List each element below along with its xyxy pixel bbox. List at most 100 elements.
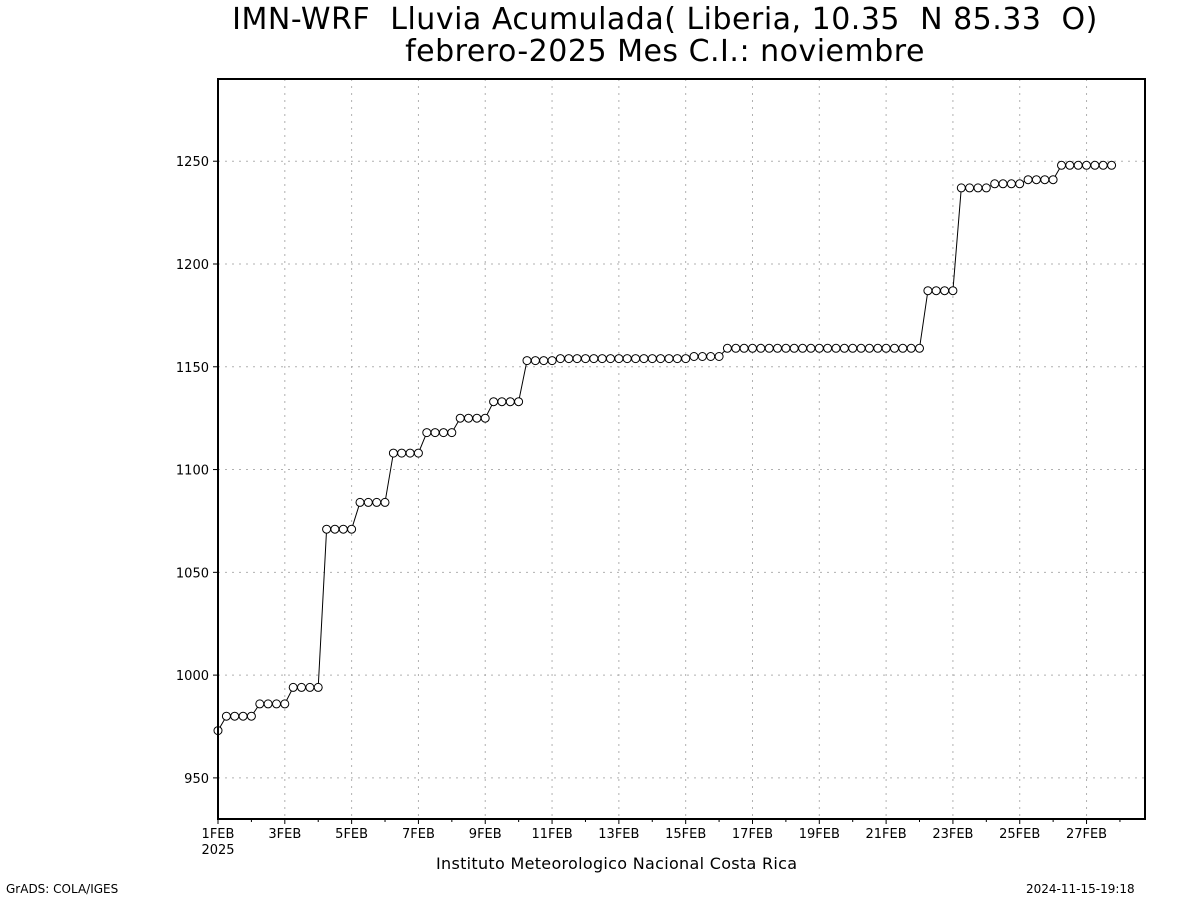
- chart-subtitle: febrero-2025 Mes C.I.: noviembre: [405, 34, 925, 69]
- data-point: [405, 448, 415, 458]
- timestamp-label: 2024-11-15-19:18: [1026, 882, 1135, 896]
- data-point: [363, 497, 373, 507]
- data-point: [831, 343, 841, 353]
- data-point: [873, 343, 883, 353]
- data-point: [322, 524, 332, 534]
- data-point: [672, 354, 682, 364]
- data-point: [1065, 160, 1075, 170]
- data-point: [806, 343, 816, 353]
- data-point: [898, 343, 908, 353]
- data-point: [1048, 175, 1058, 185]
- data-point: [297, 682, 306, 692]
- y-tick-label: 1150: [176, 361, 209, 376]
- data-point: [380, 497, 390, 507]
- data-point: [689, 352, 699, 361]
- data-point: [455, 413, 465, 423]
- data-point: [1098, 160, 1108, 170]
- y-tick-label: 1050: [176, 566, 209, 581]
- data-point: [238, 711, 248, 721]
- data-point: [255, 699, 265, 709]
- data-point: [539, 356, 549, 366]
- data-point: [1040, 175, 1050, 185]
- data-point: [472, 413, 482, 423]
- y-tick-label: 1200: [176, 258, 209, 273]
- data-point: [597, 354, 607, 364]
- data-point: [522, 356, 532, 366]
- x-tick-label: 7FEB: [402, 827, 435, 842]
- data-point: [530, 356, 540, 366]
- data-point: [589, 354, 599, 364]
- data-point: [864, 343, 874, 353]
- y-tick-label: 950: [184, 772, 209, 787]
- data-point: [246, 711, 256, 721]
- data-point: [330, 524, 340, 534]
- data-point: [823, 343, 833, 353]
- data-point: [848, 343, 858, 353]
- data-point: [480, 413, 490, 423]
- x-tick-label: 1FEB: [202, 827, 235, 842]
- data-point: [1073, 160, 1083, 170]
- data-point: [581, 354, 590, 364]
- data-point: [647, 354, 657, 364]
- data-point: [731, 343, 741, 353]
- data-point: [739, 343, 749, 353]
- data-point: [305, 682, 315, 692]
- data-point: [856, 343, 866, 353]
- data-point: [923, 286, 933, 296]
- data-point: [388, 448, 398, 458]
- data-point: [313, 682, 323, 692]
- data-point: [656, 354, 666, 364]
- data-point: [1023, 175, 1033, 185]
- data-point: [814, 343, 824, 353]
- data-point: [756, 343, 766, 353]
- data-point: [940, 286, 950, 296]
- data-point: [288, 682, 298, 692]
- y-tick-label: 1000: [176, 669, 209, 684]
- data-point: [697, 352, 707, 361]
- data-point: [981, 183, 991, 193]
- data-point: [781, 343, 791, 353]
- x-year-label: 2025: [201, 843, 234, 858]
- data-point: [681, 354, 691, 364]
- series-line: [217, 164, 1112, 731]
- data-point: [547, 356, 557, 366]
- chart-title: IMN-WRF Lluvia Acumulada( Liberia, 10.35…: [232, 2, 1098, 37]
- data-point: [514, 397, 524, 407]
- data-point: [606, 354, 615, 364]
- data-point: [706, 352, 716, 361]
- data-point: [1015, 179, 1025, 189]
- data-point: [489, 397, 499, 407]
- data-point: [230, 711, 240, 721]
- data-point: [280, 699, 290, 709]
- data-point: [973, 183, 983, 193]
- data-point: [614, 354, 624, 364]
- data-point: [881, 343, 891, 353]
- x-tick-label: 27FEB: [1066, 827, 1107, 842]
- x-tick-label: 23FEB: [932, 827, 973, 842]
- data-point: [1057, 160, 1066, 170]
- data-point: [631, 354, 641, 364]
- data-point: [439, 428, 448, 438]
- x-tick-label: 3FEB: [268, 827, 301, 842]
- data-point: [464, 413, 473, 423]
- data-point: [338, 524, 348, 534]
- data-point: [890, 343, 899, 353]
- data-point: [1090, 160, 1100, 170]
- data-point: [622, 354, 632, 364]
- x-tick-label: 5FEB: [335, 827, 368, 842]
- data-point: [714, 352, 724, 361]
- data-point: [1107, 160, 1117, 170]
- y-axis: 950 1000 1050 1100 1150 1200 1250: [176, 155, 218, 787]
- x-tick-label: 13FEB: [598, 827, 639, 842]
- x-tick-label: 11FEB: [531, 827, 572, 842]
- x-tick-label: 15FEB: [665, 827, 706, 842]
- data-point: [1006, 179, 1016, 189]
- data-point: [789, 343, 799, 353]
- data-point: [1031, 175, 1041, 185]
- data-point: [497, 397, 507, 407]
- data-point: [397, 448, 407, 458]
- data-point: [764, 343, 774, 353]
- x-tick-label: 25FEB: [999, 827, 1040, 842]
- data-point: [639, 354, 649, 364]
